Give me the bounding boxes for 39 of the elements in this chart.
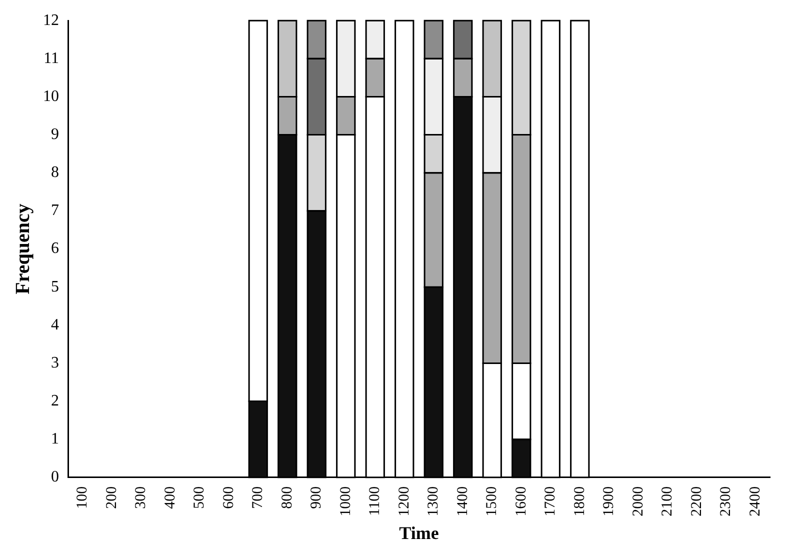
x-tick-label: 1800 [572,486,588,516]
x-tick-label: 100 [74,486,91,509]
y-tick-label: 11 [44,50,59,67]
x-tick-label: 1700 [542,486,559,516]
x-tick-label: 2000 [630,486,646,516]
x-tick-label: 700 [250,486,266,509]
x-tick-label: 2400 [747,486,764,516]
x-tick-label: 600 [220,486,237,509]
x-tick-label: 1400 [454,486,471,516]
y-tick-label: 8 [51,164,59,182]
x-tick-label: 1900 [601,486,618,516]
y-axis-title: Frequency [12,204,34,294]
y-tick-label: 0 [51,468,59,486]
x-tick-label: 800 [279,486,296,509]
y-tick-label: 5 [51,278,59,296]
x-tick-label: 1100 [367,486,384,516]
x-tick-label: 2300 [718,486,734,516]
x-tick-label: 1000 [338,486,354,516]
y-tick-label: 1 [51,430,59,448]
y-tick-label: 3 [51,354,59,372]
y-tick-label: 7 [51,202,59,220]
x-tick-label: 200 [104,486,120,509]
x-tick-label: 400 [162,486,178,509]
y-tick-label: 10 [43,88,59,105]
y-tick-label: 4 [51,316,59,334]
x-tick-label: 1500 [484,486,500,516]
x-axis-title: Time [399,522,439,543]
x-tick-label: 1200 [396,486,412,516]
x-tick-label: 2100 [660,486,676,516]
x-tick-label: 1600 [513,486,530,516]
x-tick-label: 1300 [426,486,442,516]
y-tick-label: 2 [51,392,59,410]
y-tick-label: 9 [51,126,59,144]
x-tick-label: 500 [192,486,208,509]
x-tick-label: 2200 [688,486,705,516]
x-tick-label: 300 [133,486,150,509]
y-tick-label: 6 [51,240,59,258]
x-tick-label: 900 [308,486,325,509]
y-tick-label: 12 [43,12,59,29]
